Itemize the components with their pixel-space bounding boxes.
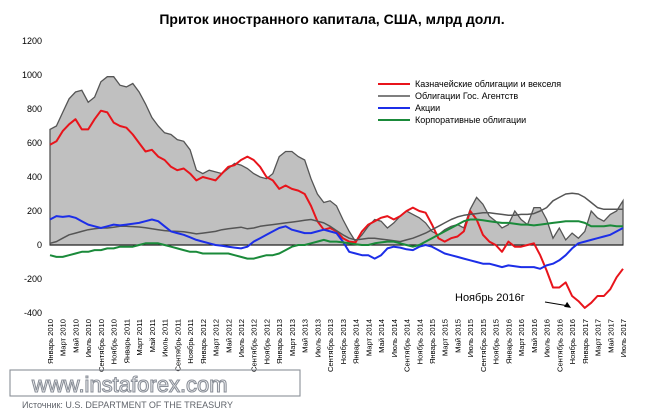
x-tick-label: Январь 2015 bbox=[428, 319, 437, 364]
y-tick-label: -200 bbox=[24, 274, 42, 284]
x-tick-label: Март 2016 bbox=[517, 319, 526, 356]
x-tick-label: Март 2015 bbox=[441, 319, 450, 356]
x-tick-label: Июль 2015 bbox=[466, 319, 475, 357]
y-tick-label: 200 bbox=[27, 206, 42, 216]
x-tick-label: Сентябрь 2014 bbox=[403, 319, 412, 372]
x-tick-label: Май 2011 bbox=[148, 319, 157, 352]
x-tick-label: Январь 2016 bbox=[504, 319, 513, 364]
x-tick-label: Июль 2017 bbox=[619, 319, 628, 357]
x-tick-label: Сентябрь 2010 bbox=[97, 319, 106, 372]
x-tick-label: Ноябрь 2010 bbox=[110, 319, 119, 364]
legend-label: Облигации Гос. Агентств bbox=[415, 91, 518, 101]
annotation-arrowhead bbox=[564, 301, 572, 308]
x-tick-label: Март 2017 bbox=[594, 319, 603, 356]
series-line-4 bbox=[49, 218, 623, 260]
x-tick-label: Ноябрь 2013 bbox=[339, 319, 348, 364]
x-tick-label: Март 2010 bbox=[59, 319, 68, 356]
watermark-brand: www.instaforex.com bbox=[31, 372, 228, 397]
x-tick-label: Март 2014 bbox=[364, 319, 373, 356]
x-tick-label: Май 2015 bbox=[453, 319, 462, 353]
legend: Казначейские облигации и векселя Облигаци… bbox=[378, 79, 561, 125]
x-tick-label: Январь 2017 bbox=[581, 319, 590, 364]
x-tick-label: Июль 2014 bbox=[390, 319, 399, 357]
annotation-arrow bbox=[544, 301, 569, 307]
watermark: www.instaforex.com Источник: U.S. DEPART… bbox=[9, 369, 301, 410]
x-tick-label: Январь 2012 bbox=[199, 319, 208, 364]
x-tick-label: Июль 2013 bbox=[313, 319, 322, 357]
x-tick-label: Май 2012 bbox=[224, 319, 233, 353]
x-tick-label: Май 2014 bbox=[377, 319, 386, 353]
x-tick-label: Ноябрь 2016 bbox=[568, 319, 577, 364]
x-tick-label: Март 2011 bbox=[135, 319, 144, 356]
x-tick-label: Сентябрь 2015 bbox=[479, 319, 488, 372]
x-tick-label: Сентябрь 2016 bbox=[555, 319, 564, 372]
y-tick-label: 1200 bbox=[22, 36, 42, 46]
x-tick-label: Январь 2010 bbox=[46, 319, 55, 364]
x-tick-label: Март 2012 bbox=[212, 319, 221, 356]
x-tick-label: Ноябрь 2014 bbox=[415, 319, 424, 364]
x-tick-label: Май 2013 bbox=[301, 319, 310, 353]
x-tick-label: Июль 2012 bbox=[237, 319, 246, 357]
x-tick-label: Сентябрь 2013 bbox=[326, 319, 335, 372]
y-tick-label: -400 bbox=[24, 308, 42, 318]
x-tick-label: Январь 2011 bbox=[122, 319, 131, 363]
x-tick-label: Январь 2014 bbox=[352, 319, 361, 364]
annotation-label: Ноябрь 2016г bbox=[455, 292, 525, 304]
y-tick-label: 0 bbox=[37, 240, 42, 250]
x-tick-label: Январь 2013 bbox=[275, 319, 284, 364]
x-tick-label: Май 2016 bbox=[530, 319, 539, 353]
y-tick-label: 800 bbox=[27, 104, 42, 114]
x-tick-label: Май 2010 bbox=[71, 319, 80, 353]
total-area-layer bbox=[49, 76, 624, 246]
series-layer bbox=[49, 109, 624, 309]
x-tick-label: Июль 2016 bbox=[543, 319, 552, 357]
series-line-2 bbox=[49, 192, 623, 245]
watermark-frame bbox=[9, 369, 301, 397]
x-tick-label: Ноябрь 2011 bbox=[186, 319, 195, 364]
legend-label: Корпоративные облигации bbox=[415, 115, 526, 125]
x-tick-label: Июль 2010 bbox=[84, 319, 93, 357]
y-tick-label: 600 bbox=[27, 138, 42, 148]
x-tick-label: Июль 2011 bbox=[161, 319, 170, 357]
series-line-3 bbox=[49, 215, 624, 270]
x-tick-label: Ноябрь 2015 bbox=[492, 319, 501, 364]
total-area bbox=[49, 76, 624, 246]
legend-label: Казначейские облигации и векселя bbox=[415, 79, 561, 89]
x-tick-label: Март 2013 bbox=[288, 319, 297, 356]
watermark-source: Источник: U.S. DEPARTMENT OF THE TREASUR… bbox=[22, 400, 233, 410]
x-tick-label: Сентябрь 2011 bbox=[173, 319, 182, 371]
x-tick-label: Ноябрь 2012 bbox=[262, 319, 271, 364]
x-tick-label: Сентябрь 2012 bbox=[250, 319, 259, 372]
y-tick-label: 1000 bbox=[22, 70, 42, 80]
y-tick-label: 400 bbox=[27, 172, 42, 182]
x-axis: Январь 2010 Март 2010 Май 2010 Июль 2010 Сен… bbox=[46, 319, 628, 372]
x-tick-label: Май 2017 bbox=[606, 319, 615, 353]
annotation: Ноябрь 2016г bbox=[455, 292, 572, 308]
chart-title: Приток иностранного капитала, США, млрд … bbox=[159, 11, 504, 27]
legend-label: Акции bbox=[415, 103, 440, 113]
